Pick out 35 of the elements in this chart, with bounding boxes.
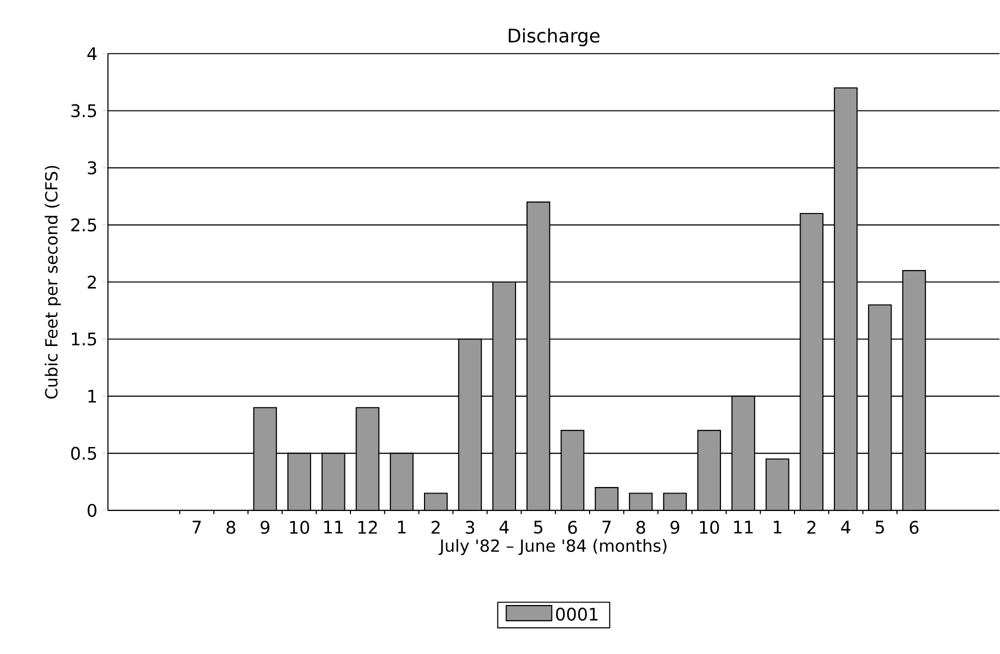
- x-axis-title: July '82 – June '84 (months): [438, 539, 666, 556]
- x-tick-label: 1: [398, 520, 406, 534]
- y-tick-label: 2.5: [71, 218, 96, 232]
- x-tick-label: 12: [358, 520, 377, 534]
- x-tick-label: 2: [432, 520, 440, 534]
- x-tick-label: 11: [734, 520, 753, 534]
- x-tick-label: 6: [910, 520, 918, 534]
- x-tick-label: 3: [466, 520, 474, 534]
- x-tick-label: 5: [876, 520, 884, 534]
- chart-title: Discharge: [508, 28, 600, 46]
- y-axis-title: Cubic Feet per second (CFS): [44, 166, 61, 399]
- x-tick-label: 2: [807, 520, 816, 534]
- y-tick-label: 1: [88, 390, 96, 403]
- y-tick-label: 3.5: [71, 104, 96, 118]
- x-tick-label: 4: [841, 520, 850, 534]
- x-tick-label: 6: [568, 520, 577, 534]
- x-tick-label: 5: [534, 520, 542, 534]
- x-tick-label: 9: [670, 520, 680, 534]
- x-tick-label: 7: [192, 520, 201, 534]
- y-tick-label: 3: [88, 161, 96, 175]
- y-tick-label: 4: [87, 48, 97, 60]
- y-tick-label: 2: [88, 276, 96, 289]
- x-tick-label: 8: [636, 520, 646, 534]
- x-tick-label: 9: [260, 520, 270, 534]
- y-tick-label: 0.5: [71, 446, 96, 460]
- x-tick-label: 11: [324, 520, 343, 534]
- y-tick-label: 0: [88, 504, 96, 518]
- x-tick-label: 7: [602, 520, 611, 534]
- y-tick-label: 1.5: [72, 332, 96, 346]
- x-tick-label: 8: [226, 520, 236, 534]
- x-tick-label: 1: [774, 520, 782, 534]
- legend-label: 0001: [556, 608, 598, 621]
- x-tick-label: 10: [290, 520, 310, 534]
- x-tick-label: 10: [700, 520, 719, 534]
- x-tick-label: 4: [500, 520, 509, 534]
